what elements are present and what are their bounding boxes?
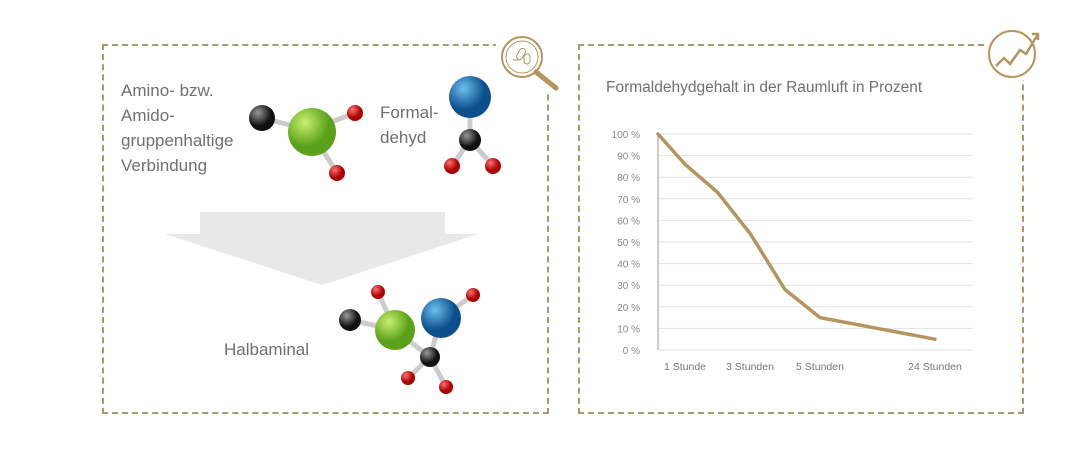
y-tick-label: 100 % xyxy=(612,130,640,141)
y-tick-label: 20 % xyxy=(617,303,640,314)
y-tick-label: 30 % xyxy=(617,281,640,292)
formaldehyde-molecule xyxy=(444,76,501,174)
magnifier-bacteria-icon xyxy=(496,30,562,92)
y-tick-label: 70 % xyxy=(617,195,640,206)
formaldehyde-label: Formal- dehyd xyxy=(380,100,439,150)
compound-label-line: Verbindung xyxy=(121,156,208,175)
reaction-arrow xyxy=(165,212,478,285)
formaldehyde-chart: Formaldehydgehalt in der Raumluft in Pro… xyxy=(606,79,973,373)
y-tick-label: 0 % xyxy=(623,346,640,357)
product-label: Halbaminal xyxy=(224,340,310,359)
formaldehyde-label-line: Formal- xyxy=(380,103,439,122)
compound-label-line: Amido- xyxy=(121,106,175,125)
y-tick-label: 10 % xyxy=(617,324,640,335)
halbaminal-molecule xyxy=(339,285,480,394)
series-line xyxy=(656,132,937,341)
y-tick-label: 50 % xyxy=(617,238,640,249)
trend-chart-icon xyxy=(986,28,1042,80)
x-tick-label: 24 Stunden xyxy=(908,361,962,373)
x-tick-label: 3 Stunden xyxy=(726,361,774,373)
compound-label-line: gruppenhaltige xyxy=(121,131,234,150)
formaldehyde-label-line: dehyd xyxy=(380,128,427,147)
reaction-diagram xyxy=(165,76,501,394)
chart-panel xyxy=(578,44,1024,414)
reaction-panel xyxy=(102,44,549,414)
x-tick-label: 1 Stunde xyxy=(664,361,706,373)
y-tick-label: 90 % xyxy=(617,152,640,163)
chart-title: Formaldehydgehalt in der Raumluft in Pro… xyxy=(606,79,923,96)
y-tick-label: 80 % xyxy=(617,173,640,184)
compound-label-line: Amino- bzw. xyxy=(121,81,214,100)
x-tick-label: 5 Stunden xyxy=(796,361,844,373)
y-tick-label: 40 % xyxy=(617,260,640,271)
amine-molecule xyxy=(249,105,363,181)
y-tick-label: 60 % xyxy=(617,216,640,227)
compound-label: Amino- bzw. Amido- gruppenhaltige Verbin… xyxy=(121,78,233,178)
